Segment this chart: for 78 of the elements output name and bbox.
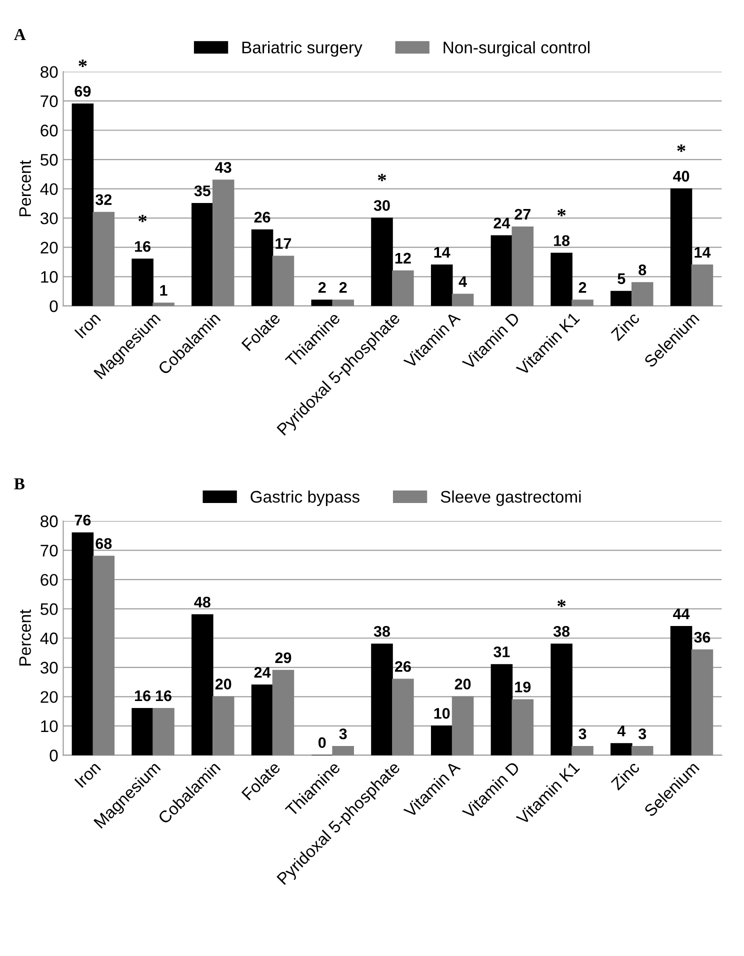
y-tick-label: 50: [40, 154, 58, 166]
y-tick-label: 0: [50, 300, 58, 312]
annotation: *: [677, 144, 686, 152]
data-label: 2: [578, 282, 586, 293]
data-label: 76: [74, 514, 91, 526]
data-label: 12: [395, 252, 411, 264]
data-label: 68: [96, 538, 112, 549]
data-label: 4: [617, 726, 626, 736]
y-tick-label: 70: [40, 544, 58, 556]
y-tick-label: 70: [40, 95, 58, 108]
y-tick-label: 60: [40, 124, 58, 136]
data-label: 14: [434, 247, 450, 258]
data-label: 38: [374, 626, 390, 637]
annotation: *: [378, 174, 386, 182]
data-label: 24: [254, 666, 271, 678]
data-label: 3: [638, 728, 646, 740]
chart-title: B: [14, 478, 25, 490]
annotation: *: [138, 214, 147, 222]
y-tick-label: 30: [40, 662, 58, 674]
data-label: 8: [638, 264, 646, 276]
data-label: 30: [374, 200, 390, 211]
legend-label: Bariatric surgery: [242, 41, 362, 57]
data-label: 24: [494, 218, 510, 228]
y-tick-label: 80: [40, 515, 58, 528]
data-label: 20: [454, 678, 471, 690]
data-label: 17: [276, 238, 292, 249]
annotation: *: [78, 60, 87, 67]
y-tick-label: 40: [40, 183, 58, 196]
y-tick-label: 20: [40, 691, 58, 703]
data-label: 38: [553, 626, 570, 637]
data-label: 32: [96, 194, 112, 206]
y-tick-label: 10: [41, 271, 58, 283]
data-label: 16: [135, 690, 150, 702]
data-label: 19: [515, 682, 531, 692]
y-tick-label: 80: [40, 66, 58, 78]
data-label: 69: [74, 86, 91, 97]
data-label: 27: [514, 208, 530, 220]
data-label: 3: [578, 728, 586, 740]
data-label: 26: [254, 212, 270, 223]
data-label: 48: [194, 596, 210, 608]
data-label: 16: [156, 690, 172, 702]
data-label: 44: [673, 608, 690, 620]
legend-label: Non-surgical control: [444, 41, 590, 57]
data-label: 10: [434, 708, 450, 719]
legend-label: Sleeve gastrectomi: [440, 490, 581, 506]
y-tick-label: 50: [40, 603, 58, 616]
annotation: *: [558, 208, 566, 216]
x-tick-label: Zinc: [610, 760, 640, 791]
x-tick-label: Zinc: [610, 311, 640, 342]
data-label: 36: [694, 632, 710, 643]
y-tick-label: 10: [41, 720, 58, 732]
data-label: 40: [673, 170, 690, 182]
y-axis-title: Percent: [19, 160, 31, 216]
data-label: 3: [339, 728, 347, 740]
data-label: 20: [215, 678, 232, 690]
y-tick-label: 30: [40, 212, 58, 224]
y-tick-label: 20: [40, 242, 58, 254]
data-label: 26: [394, 661, 411, 672]
chart-title: A: [14, 28, 26, 40]
y-tick-label: 60: [40, 574, 58, 586]
data-label: 35: [194, 185, 210, 196]
data-label: 5: [618, 273, 626, 284]
data-label: 31: [494, 646, 510, 658]
legend-label: Gastric bypass: [250, 490, 360, 506]
data-label: 14: [694, 247, 711, 258]
data-label: 2: [318, 282, 326, 293]
y-tick-label: 0: [50, 750, 58, 762]
data-label: 29: [275, 652, 292, 664]
data-label: 43: [215, 162, 232, 173]
data-label: 16: [135, 241, 150, 252]
data-label: 18: [554, 235, 570, 246]
data-label: 2: [339, 282, 347, 293]
data-label: 0: [318, 737, 326, 748]
y-axis-title: Percent: [19, 610, 31, 666]
data-label: 1: [160, 285, 168, 296]
y-tick-label: 40: [40, 632, 58, 644]
annotation: *: [558, 600, 566, 608]
data-label: 4: [458, 276, 467, 287]
